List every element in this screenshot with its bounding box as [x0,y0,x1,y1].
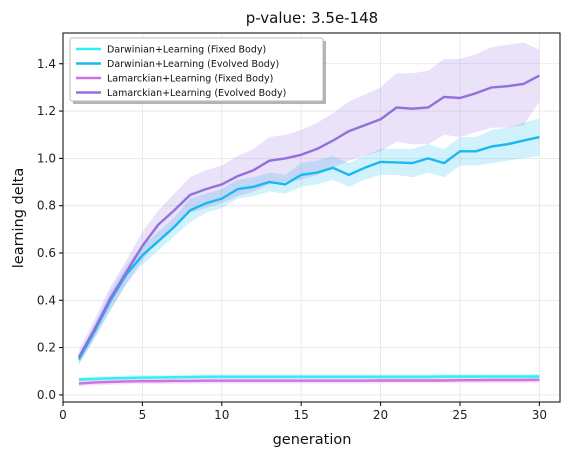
series-line-4 [77,74,540,358]
confidence-band-2 [78,118,540,365]
y-tick-label: 0.8 [37,199,56,213]
plot-frame [62,32,561,403]
legend-label: Darwinian+Learning (Evolved Body) [107,59,279,70]
legend-label: Lamarckian+Learning (Evolved Body) [107,88,286,99]
legend-label: Lamarckian+Learning (Fixed Body) [107,74,273,85]
y-tick-label: 0.4 [37,293,56,307]
y-tick-label: 0.0 [37,388,56,402]
series-line-2 [77,135,540,360]
y-tick-label: 0.2 [37,341,56,355]
series-line-3 [78,378,540,385]
x-tick-label: 5 [139,408,147,422]
confidence-band-4 [78,42,540,365]
series-lines [77,74,540,385]
y-axis-label: learning delta [11,168,27,269]
x-axis-label: generation [273,432,352,448]
x-tick-label: 30 [532,408,547,422]
y-tick-label: 1.2 [37,104,56,118]
x-tick-label: 15 [294,408,309,422]
x-axis-ticks: 0 5 10 15 20 25 30 [59,402,547,422]
x-tick-label: 0 [59,408,67,422]
series-line-1 [78,375,540,381]
legend-label: Darwinian+Learning (Fixed Body) [107,45,266,56]
y-axis-ticks: 0.0 0.2 0.4 0.6 0.8 1.0 1.2 1.4 [37,57,63,402]
legend: Darwinian+Learning (Fixed Body) Darwinian… [69,37,326,104]
y-tick-label: 1.4 [37,57,56,71]
legend-box [69,37,324,102]
y-tick-label: 1.0 [37,151,56,165]
y-tick-label: 0.6 [37,246,56,260]
chart-title: p-value: 3.5e-148 [246,9,378,27]
x-tick-label: 20 [373,408,388,422]
x-tick-label: 10 [214,408,229,422]
x-tick-label: 25 [452,408,467,422]
